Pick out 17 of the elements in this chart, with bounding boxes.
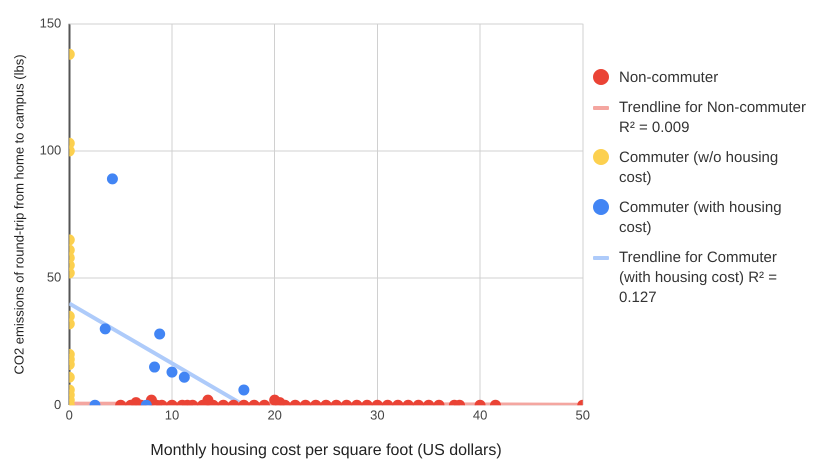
y-tick-label: 150 (40, 15, 62, 30)
legend-label: Trendline for Commuter (with housing cost) R² = 0.127 (619, 248, 778, 308)
x-tick-label: 20 (267, 408, 282, 423)
x-tick-label: 30 (370, 408, 385, 423)
legend-label: Trendline for Non-commuter R² = 0.009 (619, 98, 808, 138)
y-tick-label: 100 (40, 142, 62, 158)
y-tick-label: 50 (46, 270, 62, 285)
x-tick-label: 40 (472, 408, 488, 423)
x-tick-label: 50 (576, 408, 590, 423)
x-tick-label: 10 (164, 408, 180, 423)
legend-label: Non-commuter (619, 68, 718, 88)
legend-label: Commuter (with housing cost) (619, 198, 783, 238)
x-tick-label: 0 (66, 408, 73, 423)
y-axis-title: CO2 emissions of round-trip from home to campus (lbs) (11, 54, 26, 375)
y-tick-label: 0 (54, 396, 62, 412)
legend-label: Commuter (w/o housing cost) (619, 148, 780, 188)
x-axis-title: Monthly housing cost per square foot (US dollars) (150, 442, 502, 459)
